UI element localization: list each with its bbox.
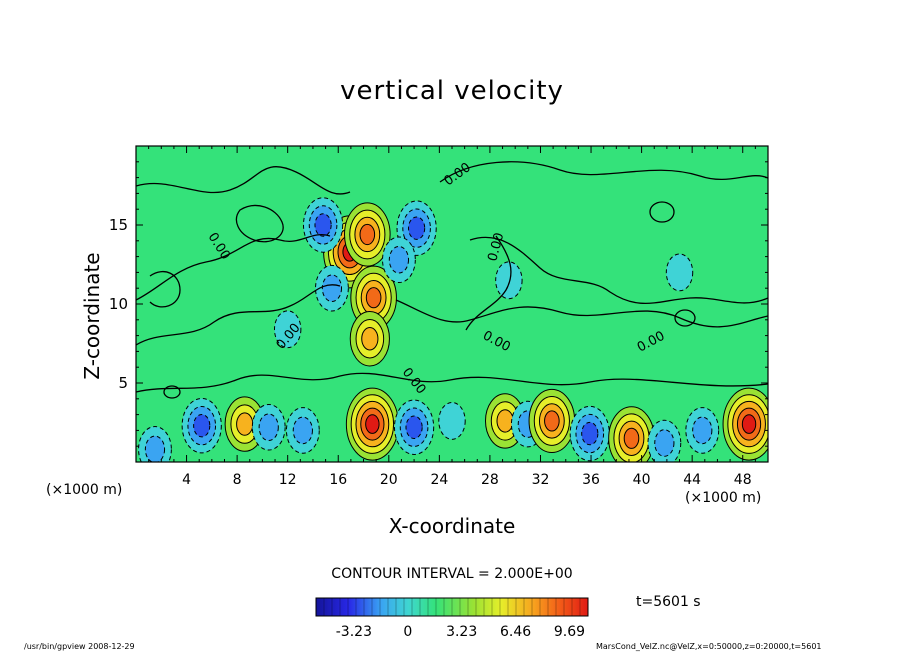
heatmap-cell [251,403,286,451]
contour-level [544,410,560,432]
heatmap-cell [344,202,391,267]
zero-contour [136,166,351,195]
footer-command: /usr/bin/gpview 2008-12-29 [24,642,135,651]
contour-level [314,213,332,237]
heatmap-cell [665,253,694,292]
y-tick-label: 10 [109,295,128,313]
contour-interval-label: CONTOUR INTERVAL = 2.000E+00 [331,566,573,582]
zero-contour [469,236,768,304]
heatmap-cell [608,406,655,462]
heatmap-cell [528,388,576,454]
zero-contour [235,205,284,243]
y-tick-label: 5 [118,374,128,392]
contour-level [581,421,599,446]
contour-level [365,287,382,309]
contour-level [193,413,211,438]
contour-level [359,223,376,246]
colorbar-tick-label: 0 [403,624,412,640]
heatmap-cell [382,236,416,284]
y-tick-label: 15 [109,216,128,234]
footer-dataset: MarsCond_VelZ.nc@VelZ,x=0:50000,z=0:2000… [596,642,822,651]
x-tick-label: 40 [633,472,651,488]
zero-contour [136,284,341,346]
heatmap-cell [302,197,344,253]
x-tick-label: 12 [279,472,297,488]
contour-level [496,409,514,433]
time-label: t=5601 s [636,594,701,610]
contour-level [144,435,166,462]
x-axis-unit-right: (×1000 m) [685,490,762,506]
contour-level [692,416,713,445]
contour-level [321,274,343,303]
colorbar-tick-label: 6.46 [500,624,531,640]
contour-level [388,245,410,274]
contour-level [741,414,757,434]
zero-contour [136,372,768,393]
zero-contour [149,271,181,308]
contour-level [258,413,279,442]
contour-level [665,253,694,292]
zero-contour [649,201,675,223]
chart-title: vertical velocity [340,76,564,106]
heatmap-cell [438,402,466,440]
x-tick-label: 16 [329,472,347,488]
x-tick-label: 32 [532,472,550,488]
x-axis-label: X-coordinate [388,514,516,538]
heatmap-cell [273,310,302,349]
x-tick-label: 20 [380,472,398,488]
heatmap-cell [393,399,435,455]
heatmap-cell [138,426,172,462]
zero-contour [395,299,768,328]
heatmap-cell [685,407,720,454]
colorbar-tick-label: 9.69 [554,624,585,640]
x-tick-label: 44 [683,472,701,488]
heatmap-cell [647,419,682,462]
heatmap-cell [569,405,610,462]
colorbar-tick-label: 3.23 [446,624,477,640]
heatmap-cell [722,387,768,461]
contour-level [408,216,426,240]
zero-contour [439,161,768,183]
x-tick-label: 8 [233,472,242,488]
x-tick-label: 4 [182,472,191,488]
contour-level [654,429,675,457]
heatmap-cell [315,264,349,312]
zero-contour [163,385,181,399]
zero-contour [465,235,512,331]
colorbar-tick-label: -3.23 [336,624,372,640]
contour-level [438,402,466,440]
contour-level [361,327,379,351]
x-tick-label: 48 [734,472,752,488]
contour-level [495,261,523,300]
x-tick-label: 24 [430,472,448,488]
contour-level [273,310,302,349]
contour-level [292,416,313,445]
contour-level [365,414,380,434]
heatmap-cell [181,397,222,454]
contour-label: 0.00 [485,231,507,263]
heatmap-cell [349,311,390,367]
heatmap-cell [285,407,320,454]
heatmap-cell [495,261,523,300]
x-tick-label: 28 [481,472,499,488]
zero-contour [136,234,331,301]
contour-level [236,412,254,436]
zero-contour [674,309,696,327]
contour-level [405,415,423,439]
heatmap-cell [345,387,399,461]
contour-level [623,427,640,449]
x-axis-unit-left: (×1000 m) [46,482,123,498]
x-tick-label: 36 [582,472,600,488]
